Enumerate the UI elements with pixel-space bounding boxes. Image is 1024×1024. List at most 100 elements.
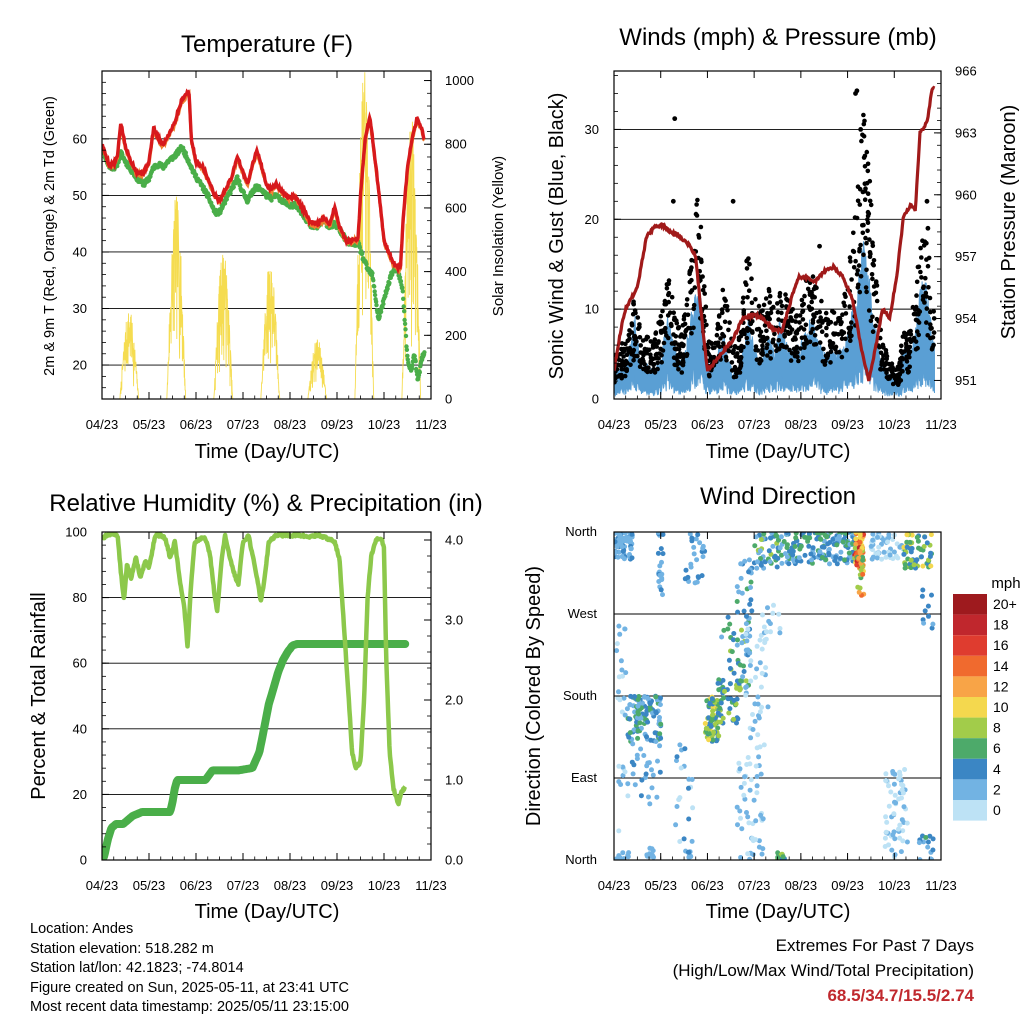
direction-point <box>814 536 820 542</box>
gust-point <box>896 379 901 384</box>
gust-point <box>911 311 917 317</box>
gust-point <box>878 350 884 356</box>
legend-label: 6 <box>993 740 1001 756</box>
direction-point <box>659 559 664 565</box>
direction-point <box>619 667 625 673</box>
direction-point <box>744 638 750 644</box>
gust-point <box>813 342 819 347</box>
dewpoint-point <box>183 150 188 155</box>
gust-point <box>840 312 845 318</box>
direction-point <box>833 554 839 560</box>
direction-point <box>697 540 703 546</box>
gust-point <box>758 309 763 315</box>
gust-point <box>667 310 673 316</box>
direction-point <box>620 850 626 856</box>
gust-point <box>929 347 935 352</box>
plot-border <box>613 531 942 861</box>
direction-point <box>923 835 929 840</box>
gust-point <box>676 325 681 331</box>
direction-point <box>857 532 863 536</box>
direction-point <box>754 790 760 796</box>
direction-point <box>759 851 765 857</box>
direction-point <box>779 552 784 558</box>
direction-point <box>830 536 836 542</box>
humidity-panel: Relative Humidity (%) & Precipitation (i… <box>28 490 483 923</box>
direction-point <box>731 716 736 722</box>
dewpoint-point <box>377 314 382 319</box>
direction-point <box>883 554 889 560</box>
direction-point <box>918 547 924 552</box>
gust-point <box>689 277 694 283</box>
dewpoint-point <box>224 197 229 202</box>
gust-point <box>747 261 752 267</box>
gust-point <box>756 303 762 309</box>
gust-point <box>691 325 696 331</box>
gridlines <box>614 613 941 779</box>
gust-point <box>810 274 816 279</box>
direction-point <box>769 532 775 536</box>
gust-point <box>772 331 777 337</box>
direction-point <box>911 562 917 568</box>
gust-point <box>740 300 746 305</box>
gust-point <box>710 345 716 351</box>
gust-point <box>702 291 707 296</box>
gust-point <box>619 361 625 367</box>
direction-point <box>635 735 641 741</box>
gust-point <box>766 289 772 294</box>
direction-point <box>758 771 764 777</box>
gust-point <box>863 186 868 191</box>
gust-point <box>749 329 755 334</box>
direction-point <box>834 561 840 567</box>
gust-point <box>676 367 681 372</box>
dewpoint-point <box>402 309 407 314</box>
direction-point <box>657 769 663 775</box>
direction-point <box>616 674 622 680</box>
gust-point <box>849 277 854 282</box>
direction-point <box>761 624 767 630</box>
direction-point <box>643 711 649 717</box>
x-tick-label: 11/23 <box>415 417 447 432</box>
gust-point <box>672 315 677 321</box>
gust-point <box>738 354 744 360</box>
direction-point <box>694 579 700 585</box>
direction-point <box>930 836 936 842</box>
gust-point <box>681 335 687 340</box>
recent-timestamp: Most recent data timestamp: 2025/05/11 2… <box>30 999 349 1016</box>
direction-point <box>722 688 727 694</box>
direction-point <box>742 774 748 780</box>
gust-point <box>899 350 905 356</box>
gust-point <box>733 354 738 359</box>
y2-tick-label: 800 <box>445 137 467 152</box>
direction-point <box>919 593 925 599</box>
direction-point <box>776 611 782 617</box>
gust-point <box>833 331 838 337</box>
gust-point <box>655 360 660 366</box>
direction-point <box>622 712 628 718</box>
direction-point <box>741 780 747 786</box>
direction-point <box>915 538 921 544</box>
direction-point <box>745 851 751 857</box>
station-elevation: Station elevation: 518.282 m <box>30 940 214 957</box>
gust-point <box>849 320 854 325</box>
direction-point <box>892 792 898 798</box>
gust-point <box>900 356 906 362</box>
gust-point <box>854 88 860 94</box>
legend-swatch <box>953 800 987 821</box>
direction-point <box>739 678 745 684</box>
dewpoint-point <box>404 347 410 352</box>
dewpoint-point <box>357 245 363 250</box>
direction-point <box>763 636 769 642</box>
x-tick-label: 05/23 <box>133 417 166 432</box>
direction-point <box>625 793 631 799</box>
direction-point <box>743 647 749 653</box>
direction-point <box>870 537 876 543</box>
direction-point <box>885 539 890 545</box>
x-tick-label: 05/23 <box>644 878 677 893</box>
direction-point <box>753 818 759 824</box>
direction-point <box>846 550 852 556</box>
direction-point <box>821 544 827 550</box>
gust-point <box>788 309 794 314</box>
direction-point <box>927 554 933 559</box>
direction-point <box>645 719 651 725</box>
